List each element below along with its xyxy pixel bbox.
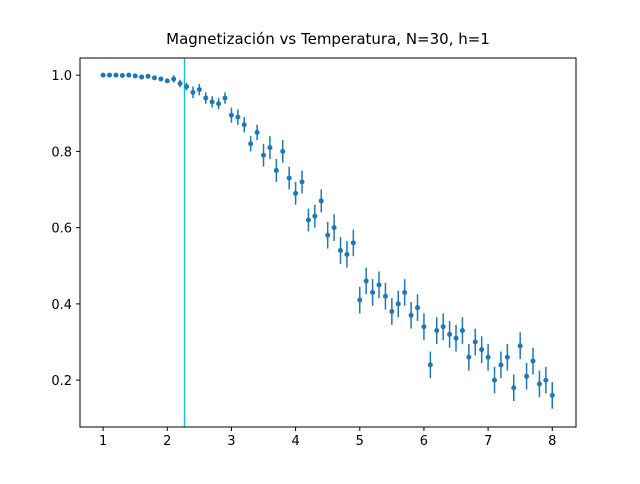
data-point — [421, 324, 427, 330]
data-point — [376, 282, 382, 288]
y-tick-label: 0.2 — [51, 374, 72, 389]
y-tick-label: 0.8 — [51, 145, 72, 160]
data-point — [293, 190, 299, 196]
data-point — [504, 354, 510, 360]
data-point — [145, 73, 151, 79]
data-point — [382, 293, 388, 299]
data-point — [338, 248, 344, 254]
data-point — [119, 73, 125, 79]
data-point — [164, 78, 170, 84]
data-point — [132, 73, 138, 79]
data-point — [536, 381, 542, 387]
data-point — [203, 95, 209, 101]
y-tick-label: 0.4 — [51, 298, 72, 313]
data-point — [498, 362, 504, 368]
data-point — [184, 84, 190, 90]
data-point — [222, 95, 228, 101]
data-point — [312, 213, 318, 219]
data-point — [235, 114, 241, 120]
data-point — [524, 373, 530, 379]
data-point — [126, 72, 132, 78]
x-tick-label: 5 — [356, 434, 364, 449]
y-tick-label: 0.6 — [51, 222, 72, 237]
data-point — [440, 324, 446, 330]
data-point — [517, 343, 523, 349]
data-point — [479, 347, 485, 353]
data-point — [177, 81, 183, 87]
data-point — [100, 72, 106, 78]
data-point — [216, 101, 222, 107]
y-tick-label: 1.0 — [51, 69, 72, 84]
data-point — [113, 72, 119, 78]
data-point — [248, 141, 254, 147]
x-tick-label: 4 — [291, 434, 299, 449]
data-point — [492, 377, 498, 383]
data-point — [511, 385, 517, 391]
data-point — [139, 74, 145, 80]
x-tick-label: 3 — [227, 434, 235, 449]
data-point — [466, 354, 472, 360]
chart-title: Magnetización vs Temperatura, N=30, h=1 — [166, 30, 490, 48]
data-point — [389, 308, 395, 314]
data-point — [370, 289, 376, 295]
data-point — [171, 76, 177, 82]
data-point — [273, 167, 279, 173]
data-point — [241, 122, 247, 128]
data-point — [427, 362, 433, 368]
data-point — [286, 175, 292, 181]
data-point — [395, 301, 401, 307]
x-tick-label: 2 — [163, 434, 171, 449]
data-point — [209, 99, 215, 105]
data-point — [350, 240, 356, 246]
data-point — [485, 354, 491, 360]
data-point — [453, 335, 459, 341]
data-point — [344, 251, 350, 257]
data-point — [305, 217, 311, 223]
data-point — [325, 232, 331, 238]
data-point — [434, 328, 440, 334]
data-point — [151, 75, 157, 81]
x-tick-label: 8 — [548, 434, 556, 449]
data-point — [415, 305, 421, 311]
data-point — [543, 377, 549, 383]
data-point — [228, 112, 234, 118]
data-point — [190, 89, 196, 95]
data-point — [254, 129, 260, 135]
x-tick-label: 1 — [99, 434, 107, 449]
data-point — [447, 331, 453, 337]
data-point — [299, 179, 305, 185]
data-point — [267, 145, 273, 151]
data-point — [158, 76, 164, 82]
data-point — [402, 289, 408, 295]
data-point — [549, 392, 555, 398]
data-point — [459, 328, 465, 334]
data-point — [408, 312, 414, 318]
data-point — [530, 358, 536, 364]
data-point — [318, 198, 324, 204]
data-point — [107, 72, 113, 78]
data-point — [196, 87, 202, 93]
plot-frame — [79, 57, 577, 428]
x-tick-label: 6 — [420, 434, 428, 449]
data-point — [280, 148, 286, 154]
data-point — [331, 225, 337, 231]
data-point — [261, 152, 267, 158]
x-tick-label: 7 — [484, 434, 492, 449]
data-point — [472, 339, 478, 345]
data-point — [363, 278, 369, 284]
data-point — [357, 297, 363, 303]
